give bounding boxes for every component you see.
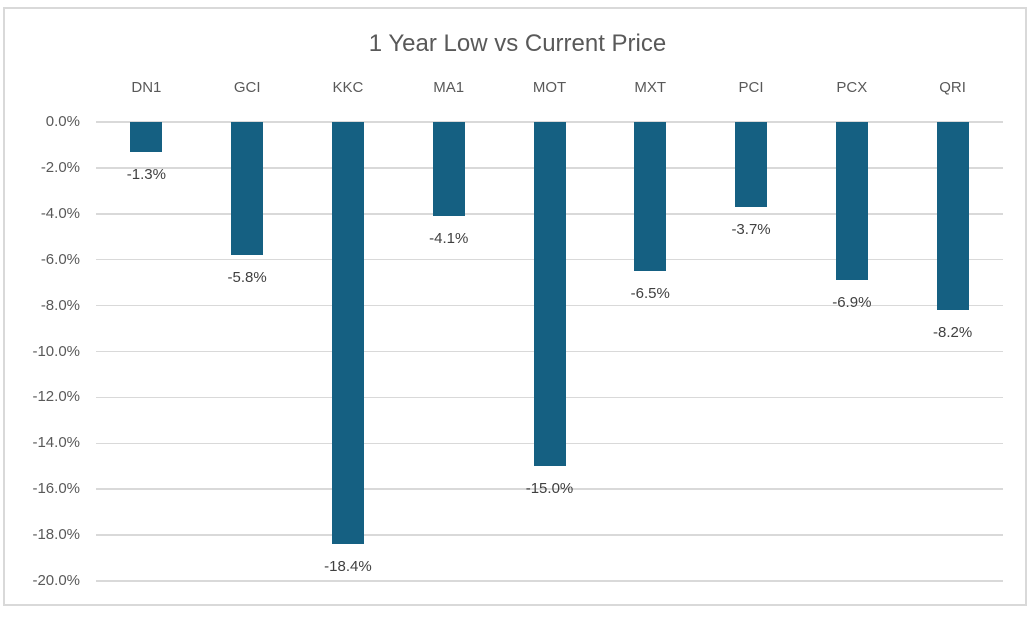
y-axis-tick-label: -16.0% [32,480,80,498]
chart-title: 1 Year Low vs Current Price [368,30,667,57]
y-axis-tick-label: -10.0% [32,342,80,360]
gridline [96,534,1003,536]
gridline [96,580,1003,582]
y-axis-tick-label: -18.0% [32,526,80,544]
y-axis-tick-label: -14.0% [32,434,80,452]
bar-ma1 [432,122,465,217]
data-label-mxt: -6.5% [630,285,670,303]
bar-qri [936,122,969,311]
category-label-gci: GCI [233,79,261,96]
gridline [96,488,1003,490]
category-label-qri: QRI [939,79,966,96]
bar-pcx [835,122,868,281]
bar-mxt [634,122,667,272]
data-label-kkc: -18.4% [324,558,372,576]
bar-dn1 [130,122,163,152]
data-label-dn1: -1.3% [126,165,166,183]
bar-pci [735,122,768,207]
y-axis-tick-label: -8.0% [40,296,80,314]
y-axis-tick-label: 0.0% [45,113,80,130]
bar-kkc [331,122,364,545]
data-label-mot: -15.0% [525,480,574,498]
y-axis-tick-label: -12.0% [32,388,80,406]
category-label-kkc: KKC [332,79,364,96]
y-axis-tick-label: -4.0% [40,204,80,222]
category-label-mxt: MXT [634,79,667,96]
category-label-dn1: DN1 [131,79,162,96]
data-label-qri: -8.2% [933,324,973,342]
category-label-mot: MOT [532,79,567,96]
bar-gci [231,122,264,256]
plot-area: -1.3% -5.8% -18.4% -4.1% -15.0% -6.5% -3.7% -6.… [96,121,1003,582]
data-label-pci: -3.7% [731,220,771,238]
bar-mot [533,122,566,467]
y-axis-tick-label: -20.0% [32,572,80,589]
category-label-ma1: MA1 [433,79,465,96]
y-axis-tick-label: -6.0% [40,250,80,268]
category-label-pcx: PCX [836,79,868,96]
y-axis-tick-label: -2.0% [40,158,80,176]
category-label-pci: PCI [738,79,764,96]
chart-frame [3,7,1027,606]
data-label-ma1: -4.1% [429,230,469,248]
data-label-gci: -5.8% [227,269,267,287]
data-label-pcx: -6.9% [832,294,872,312]
